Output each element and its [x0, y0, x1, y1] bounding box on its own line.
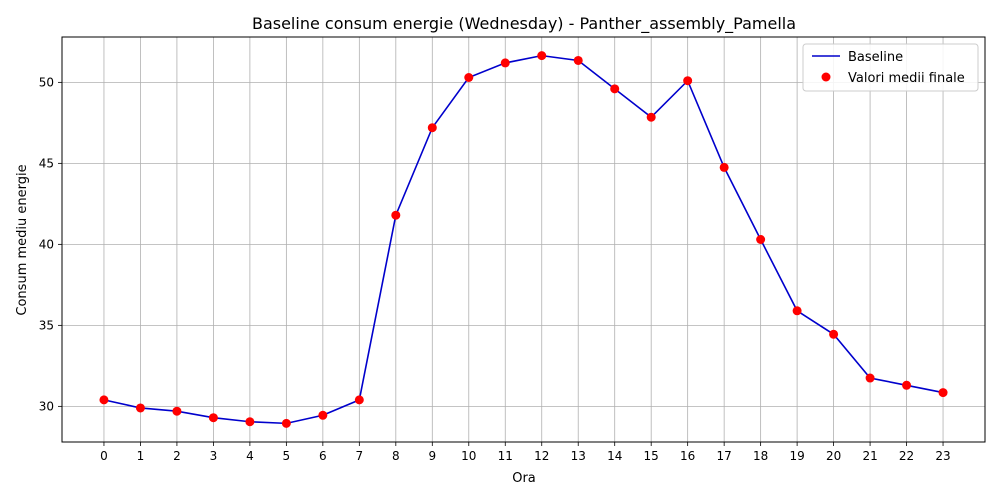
x-tick-label: 20	[826, 449, 841, 463]
grid	[62, 37, 985, 442]
x-tick-label: 4	[246, 449, 254, 463]
data-point	[938, 388, 948, 398]
x-tick-label: 5	[283, 449, 291, 463]
legend-dot-swatch	[821, 72, 831, 82]
y-axis-label: Consum mediu energie	[15, 164, 30, 315]
plot-frame	[61, 36, 986, 443]
data-point	[354, 395, 364, 405]
scatter-series	[99, 51, 948, 428]
data-point	[281, 418, 291, 428]
x-tick-label: 1	[137, 449, 145, 463]
data-point	[537, 51, 547, 61]
x-tick-label: 23	[935, 449, 950, 463]
x-tick-label: 2	[173, 449, 181, 463]
x-tick-label: 17	[717, 449, 732, 463]
x-tick-label: 15	[644, 449, 659, 463]
x-tick-label: 6	[319, 449, 327, 463]
data-point	[391, 210, 401, 220]
data-point	[208, 413, 218, 423]
x-tick-label: 18	[753, 449, 768, 463]
x-tick-label: 0	[100, 449, 108, 463]
chart-title: Baseline consum energie (Wednesday) - Pa…	[252, 14, 796, 34]
x-tick-label: 12	[534, 449, 549, 463]
data-point	[464, 73, 474, 82]
legend: Baseline Valori medii finale	[802, 43, 979, 92]
x-tick-label: 7	[356, 449, 364, 463]
legend-box	[802, 43, 979, 92]
baseline-series	[103, 54, 944, 425]
y-tick-label: 35	[39, 318, 54, 332]
data-point	[865, 373, 875, 383]
data-point	[135, 403, 145, 413]
data-point	[756, 235, 766, 244]
data-point	[245, 417, 255, 427]
x-tick-label: 21	[862, 449, 877, 463]
data-point	[573, 55, 583, 65]
data-point	[902, 380, 912, 390]
x-tick-label: 13	[571, 449, 586, 463]
data-point	[719, 162, 729, 172]
y-axis: 30 35 40 45 50	[39, 75, 62, 413]
data-point	[792, 306, 802, 316]
x-tick-label: 8	[392, 449, 400, 463]
data-point	[427, 123, 437, 133]
legend-label-baseline: Baseline	[848, 50, 903, 65]
data-point	[500, 58, 510, 68]
x-axis: 0 1 2 3 4 5 6 7 8 9 10 11 12 13 14 15 16 17 18 19 20 21 22 23	[100, 442, 951, 463]
y-tick-label: 40	[39, 237, 54, 251]
y-tick-label: 45	[39, 156, 54, 170]
x-tick-label: 16	[680, 449, 695, 463]
x-tick-label: 22	[899, 449, 914, 463]
x-tick-label: 19	[789, 449, 804, 463]
x-tick-label: 10	[461, 449, 476, 463]
y-tick-label: 50	[39, 75, 54, 89]
data-point	[646, 112, 656, 122]
data-point	[318, 410, 328, 420]
legend-label-valori: Valori medii finale	[848, 71, 965, 86]
x-axis-label: Ora	[512, 471, 536, 486]
data-point	[610, 84, 620, 94]
y-tick-label: 30	[39, 399, 54, 413]
baseline-line	[103, 54, 944, 425]
data-point	[172, 406, 182, 416]
x-tick-label: 9	[428, 449, 436, 463]
data-point	[829, 329, 839, 339]
x-tick-label: 3	[210, 449, 218, 463]
x-tick-label: 11	[498, 449, 513, 463]
data-point	[99, 395, 109, 405]
data-point	[683, 76, 693, 86]
x-tick-label: 14	[607, 449, 622, 463]
